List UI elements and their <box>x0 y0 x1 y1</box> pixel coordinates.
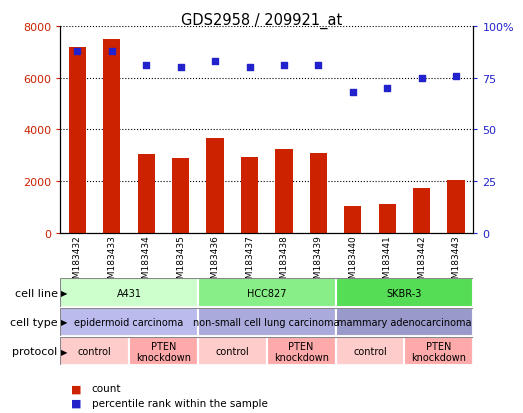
Point <box>176 65 185 71</box>
Point <box>142 63 151 69</box>
Bar <box>198 308 336 336</box>
Point <box>452 73 460 80</box>
Point <box>211 59 219 65</box>
Text: non-small cell lung carcinoma: non-small cell lung carcinoma <box>194 317 340 327</box>
Text: cell type: cell type <box>10 317 58 327</box>
Text: ■: ■ <box>71 398 81 408</box>
Bar <box>310 153 327 233</box>
Bar <box>138 154 155 233</box>
Point <box>73 48 82 55</box>
Point <box>108 48 116 55</box>
Text: A431: A431 <box>117 288 142 298</box>
Bar <box>198 337 267 366</box>
Bar <box>241 157 258 233</box>
Point <box>314 63 323 69</box>
Text: ▶: ▶ <box>61 347 67 356</box>
Bar <box>60 279 198 307</box>
Point <box>383 85 391 92</box>
Bar <box>448 180 465 233</box>
Text: ▶: ▶ <box>61 318 67 327</box>
Bar <box>69 47 86 233</box>
Text: protocol: protocol <box>12 347 58 356</box>
Bar <box>336 337 404 366</box>
Bar <box>207 139 224 233</box>
Bar <box>404 337 473 366</box>
Bar <box>275 150 292 233</box>
Bar <box>103 40 120 233</box>
Text: control: control <box>215 347 249 356</box>
Text: GDS2958 / 209921_at: GDS2958 / 209921_at <box>181 12 342 28</box>
Text: ▶: ▶ <box>61 288 67 297</box>
Bar <box>198 279 336 307</box>
Bar <box>413 188 430 233</box>
Text: percentile rank within the sample: percentile rank within the sample <box>92 398 267 408</box>
Text: PTEN
knockdown: PTEN knockdown <box>136 341 191 362</box>
Bar <box>172 159 189 233</box>
Text: ■: ■ <box>71 383 81 393</box>
Text: control: control <box>78 347 111 356</box>
Bar <box>267 337 336 366</box>
Bar <box>336 308 473 336</box>
Bar <box>60 308 198 336</box>
Point <box>349 90 357 96</box>
Text: cell line: cell line <box>15 288 58 298</box>
Bar <box>129 337 198 366</box>
Bar <box>60 337 129 366</box>
Text: mammary adenocarcinoma: mammary adenocarcinoma <box>337 317 472 327</box>
Bar <box>379 205 396 233</box>
Text: count: count <box>92 383 121 393</box>
Bar <box>344 206 361 233</box>
Bar <box>336 279 473 307</box>
Text: control: control <box>353 347 387 356</box>
Text: epidermoid carcinoma: epidermoid carcinoma <box>74 317 184 327</box>
Text: HCC827: HCC827 <box>247 288 287 298</box>
Point <box>280 63 288 69</box>
Text: SKBR-3: SKBR-3 <box>387 288 422 298</box>
Point <box>417 75 426 82</box>
Text: PTEN
knockdown: PTEN knockdown <box>412 341 467 362</box>
Point <box>245 65 254 71</box>
Text: PTEN
knockdown: PTEN knockdown <box>274 341 328 362</box>
